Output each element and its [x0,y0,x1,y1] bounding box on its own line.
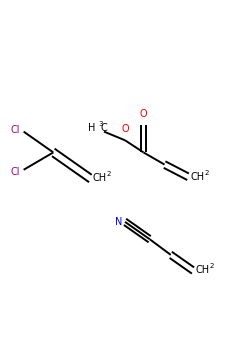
Text: 2: 2 [204,169,208,176]
Text: CH: CH [196,266,209,275]
Text: O: O [140,110,147,119]
Text: O: O [121,124,129,134]
Text: 2: 2 [106,171,111,177]
Text: Cl: Cl [10,167,20,176]
Text: CH: CH [190,172,205,182]
Text: 2: 2 [209,263,214,269]
Text: Cl: Cl [10,125,20,135]
Text: N: N [115,217,122,227]
Text: CH: CH [93,174,107,183]
Text: 3: 3 [98,121,103,127]
Text: H: H [88,123,95,133]
Text: C: C [100,123,107,133]
